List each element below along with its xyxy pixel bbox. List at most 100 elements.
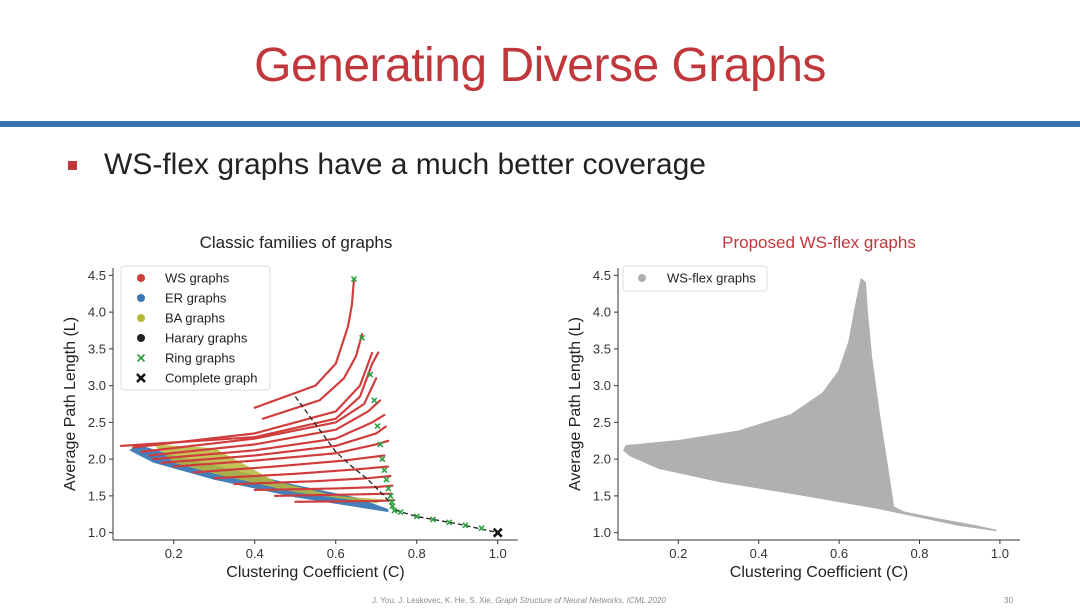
chart-left-axes: Classic families of graphs 0.2 0.4 0.6 0.8 1.… <box>62 233 518 581</box>
legend-marker <box>638 274 646 282</box>
ring-graph-point <box>387 492 394 499</box>
y-tick-label: 3.0 <box>88 378 106 393</box>
x-tick-label: 0.6 <box>830 546 848 561</box>
bullet-marker <box>68 161 77 170</box>
y-tick-label: 1.5 <box>593 488 611 503</box>
ring-graph-point <box>478 525 485 532</box>
x-axis-label: Clustering Coefficient (C) <box>226 564 404 581</box>
x-tick-label: 0.2 <box>165 546 183 561</box>
harary-graphs-series <box>294 396 498 534</box>
legend-label: Ring graphs <box>165 351 236 366</box>
legend-label: ER graphs <box>165 291 227 306</box>
y-tick-label: 2.5 <box>593 415 611 430</box>
y-tick-label: 2.5 <box>88 415 106 430</box>
ws-graphs-curve <box>253 484 394 492</box>
page-number: 30 <box>1004 596 1013 605</box>
legend-item: WS-flex graphs <box>638 271 756 286</box>
legend-label: WS-flex graphs <box>667 271 756 286</box>
plot-area <box>120 275 503 538</box>
x-tick-label: 0.4 <box>750 546 768 561</box>
legend-box <box>120 265 271 391</box>
y-tick-label: 3.5 <box>593 341 611 356</box>
legend-marker <box>137 314 145 322</box>
y-tick-label: 4.0 <box>593 305 611 320</box>
plot-area <box>623 278 997 532</box>
slide-title: Generating Diverse Graphs <box>254 39 826 92</box>
ring-graph-point <box>388 498 395 505</box>
y-tick-label: 4.0 <box>88 305 106 320</box>
ring-graph-point <box>383 476 390 483</box>
legend-item: Ring graphs <box>136 351 236 366</box>
ws-graphs-curve <box>273 492 394 497</box>
x-tick-label: 0.8 <box>910 546 928 561</box>
ws-graphs-curve <box>152 413 386 461</box>
title-divider <box>0 121 1080 127</box>
classic-families-chart: Classic families of graphs 0.2 0.4 0.6 0.8 1.… <box>62 233 518 581</box>
x-tick-label: 0.8 <box>408 546 426 561</box>
ws-graphs-curve <box>261 333 364 420</box>
ring-graph-point <box>374 422 381 430</box>
legend-label: BA graphs <box>165 311 225 326</box>
ws-graphs-curve <box>192 454 386 474</box>
ring-graph-point <box>385 485 392 492</box>
ws-graphs-curve <box>120 351 380 447</box>
y-tick-label: 3.0 <box>593 378 611 393</box>
ws-graphs-curve <box>253 277 356 409</box>
chart-title: Proposed WS-flex graphs <box>722 233 916 252</box>
legend: WS graphs ER graphs BA graphs Harary graphs… <box>120 265 271 391</box>
y-tick-label: 1.5 <box>88 488 106 503</box>
ws-graphs-curve <box>160 425 388 464</box>
ws-graphs-curve <box>213 465 390 480</box>
x-tick-label: 1.0 <box>991 546 1009 561</box>
citation-paper: Graph Structure of Neural Networks, ICML… <box>495 596 666 605</box>
legend-item: Complete graph <box>136 371 258 386</box>
x-tick-label: 0.4 <box>246 546 264 561</box>
y-tick-label: 1.0 <box>88 525 106 540</box>
ws-flex-graphs-series <box>623 278 997 532</box>
ring-graph-point <box>367 371 374 378</box>
x-tick-label: 1.0 <box>489 546 507 561</box>
ws-graphs-curve <box>132 351 374 449</box>
ring-graph-point <box>377 441 384 448</box>
ws-graphs-curve <box>294 499 396 503</box>
ring-graph-point <box>389 503 396 510</box>
ring-graph-point <box>413 513 420 520</box>
chart-right-axes: Proposed WS-flex graphs 0.2 0.4 0.6 0.8 1.0 1.… <box>567 233 1020 581</box>
complete-graph-point <box>492 527 503 538</box>
ring-graph-point <box>397 508 404 516</box>
citation-footer: J. You, J. Leskovec, K. He, S. Xie, Grap… <box>372 596 666 605</box>
legend-item: Harary graphs <box>137 331 248 346</box>
ring-graph-point <box>359 334 366 341</box>
ring-graph-point <box>381 467 388 474</box>
y-tick-label: 4.5 <box>88 268 106 283</box>
ws-graphs-curve <box>233 474 392 486</box>
chart-title: Classic families of graphs <box>200 233 393 252</box>
ring-graph-point <box>446 519 453 526</box>
ws-graphs-curve <box>148 399 382 457</box>
ring-graph-point <box>379 456 386 463</box>
y-axis-label: Average Path Length (L) <box>567 317 584 491</box>
legend-box <box>622 265 768 292</box>
ring-graph-point <box>462 522 469 529</box>
legend: WS-flex graphs <box>622 265 768 292</box>
legend-label: WS graphs <box>165 271 230 286</box>
y-tick-label: 2.0 <box>88 452 106 467</box>
ring-graph-point <box>371 397 378 404</box>
y-tick-label: 3.5 <box>88 341 106 356</box>
y-tick-label: 2.0 <box>593 452 611 467</box>
legend-item: WS graphs <box>137 271 230 286</box>
ring-graph-point <box>429 516 437 523</box>
y-axis-label: Average Path Length (L) <box>62 317 79 491</box>
x-tick-label: 0.2 <box>669 546 687 561</box>
y-tick-label: 4.5 <box>593 268 611 283</box>
legend-marker <box>137 294 145 302</box>
legend-item: ER graphs <box>137 291 227 306</box>
legend-label: Harary graphs <box>165 331 248 346</box>
ws-graphs-curve <box>172 439 390 468</box>
x-tick-label: 0.6 <box>327 546 345 561</box>
legend-marker <box>137 274 145 282</box>
legend-marker <box>137 334 145 342</box>
ring-graph-point <box>391 507 398 514</box>
citation-authors: J. You, J. Leskovec, K. He, S. Xie, <box>372 596 496 605</box>
ws-graphs-curve <box>140 377 378 453</box>
